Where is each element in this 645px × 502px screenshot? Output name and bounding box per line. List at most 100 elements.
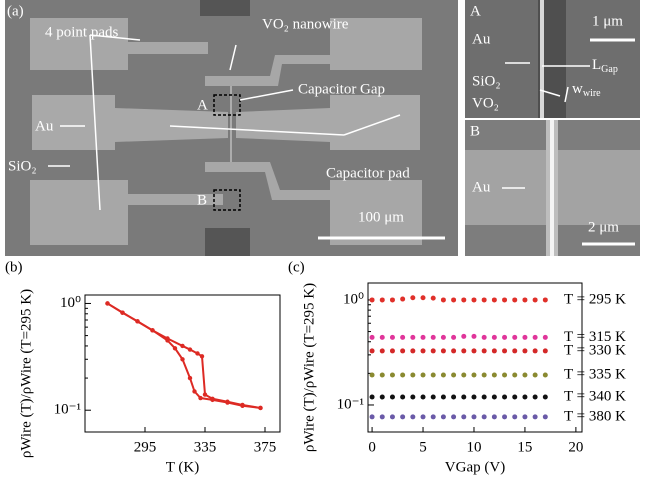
point [461,372,467,378]
annotation: 4 point pads [45,24,118,40]
point [440,372,446,378]
point [192,389,197,394]
point [400,414,406,420]
arrows [505,62,590,103]
point [532,372,538,378]
point [210,397,215,403]
sem-inset-b: B Au 2 μm [465,120,640,256]
panel-label: (b) [5,259,23,275]
point [105,301,110,306]
point [420,414,426,420]
point [202,392,208,397]
point [258,405,263,411]
point [532,334,538,340]
point [491,414,497,420]
point [180,357,185,362]
point [410,394,416,400]
point [389,372,395,378]
point [410,348,416,354]
point [379,348,385,354]
x-tick-label: 0 [368,439,376,455]
point [369,334,375,340]
y-axis-label: ρWire (T)/ρWire (T=295 K) [301,283,317,452]
point [491,394,497,400]
point [471,297,477,303]
point [389,297,395,303]
point [379,297,385,303]
annotation: LGap [592,57,618,75]
x-tick-label: 10 [466,439,481,455]
x-axis-label: T (K) [166,459,199,475]
annotation: 2 μm [588,219,619,235]
point [369,297,375,303]
point [440,414,446,420]
point [481,297,487,303]
point [430,334,436,340]
point [461,333,467,339]
point [502,414,508,420]
text: w [572,81,583,97]
x-tick-label: 375 [254,439,277,455]
point [481,414,487,420]
point [195,351,200,356]
point [187,375,193,381]
y-tick-label: 10⁻¹ [337,396,364,412]
point [532,297,538,303]
point [199,354,205,359]
point [440,334,446,340]
point [471,348,477,354]
point [542,372,548,378]
legend-label: T = 335 K [564,366,626,382]
point [369,394,375,400]
point [471,394,477,400]
annotation: Au [472,31,491,47]
point [512,394,518,400]
point [389,414,395,420]
point [420,348,426,354]
point [502,394,508,400]
point [451,297,457,303]
annotation: Capacitor Gap [298,81,385,97]
point [410,295,416,301]
point [420,295,426,301]
point [451,394,457,400]
point [400,334,406,340]
y-axis-label: ρWire (T)/ρWire (T=295 K) [18,289,34,458]
panel-label: B [470,123,480,139]
x-axis-label: VGap (V) [445,459,505,475]
point [420,372,426,378]
x-tick-label: 295 [134,439,157,455]
point [471,372,477,378]
plot-frame [367,282,583,433]
point [451,334,457,340]
point [430,295,436,301]
point [512,372,518,378]
point [512,297,518,303]
point [542,334,548,340]
point [400,394,406,400]
point [502,297,508,303]
point [369,372,375,378]
legend-label: T = 380 K [564,408,626,424]
point [369,348,375,354]
point [481,348,487,354]
point [461,297,467,303]
plot-frame [84,294,281,433]
point [542,394,548,400]
point [379,334,385,340]
annotation: VO₂ nanowire [262,16,349,32]
point [440,297,446,303]
text: Gap [601,64,618,75]
point [410,414,416,420]
text: wire [583,88,601,99]
point [491,297,497,303]
annotation: Au [35,118,54,134]
point [522,348,528,354]
point [451,372,457,378]
point [542,348,548,354]
point [502,348,508,354]
point [461,348,467,354]
annotation: SiO₂ [472,73,501,89]
point [542,414,548,420]
